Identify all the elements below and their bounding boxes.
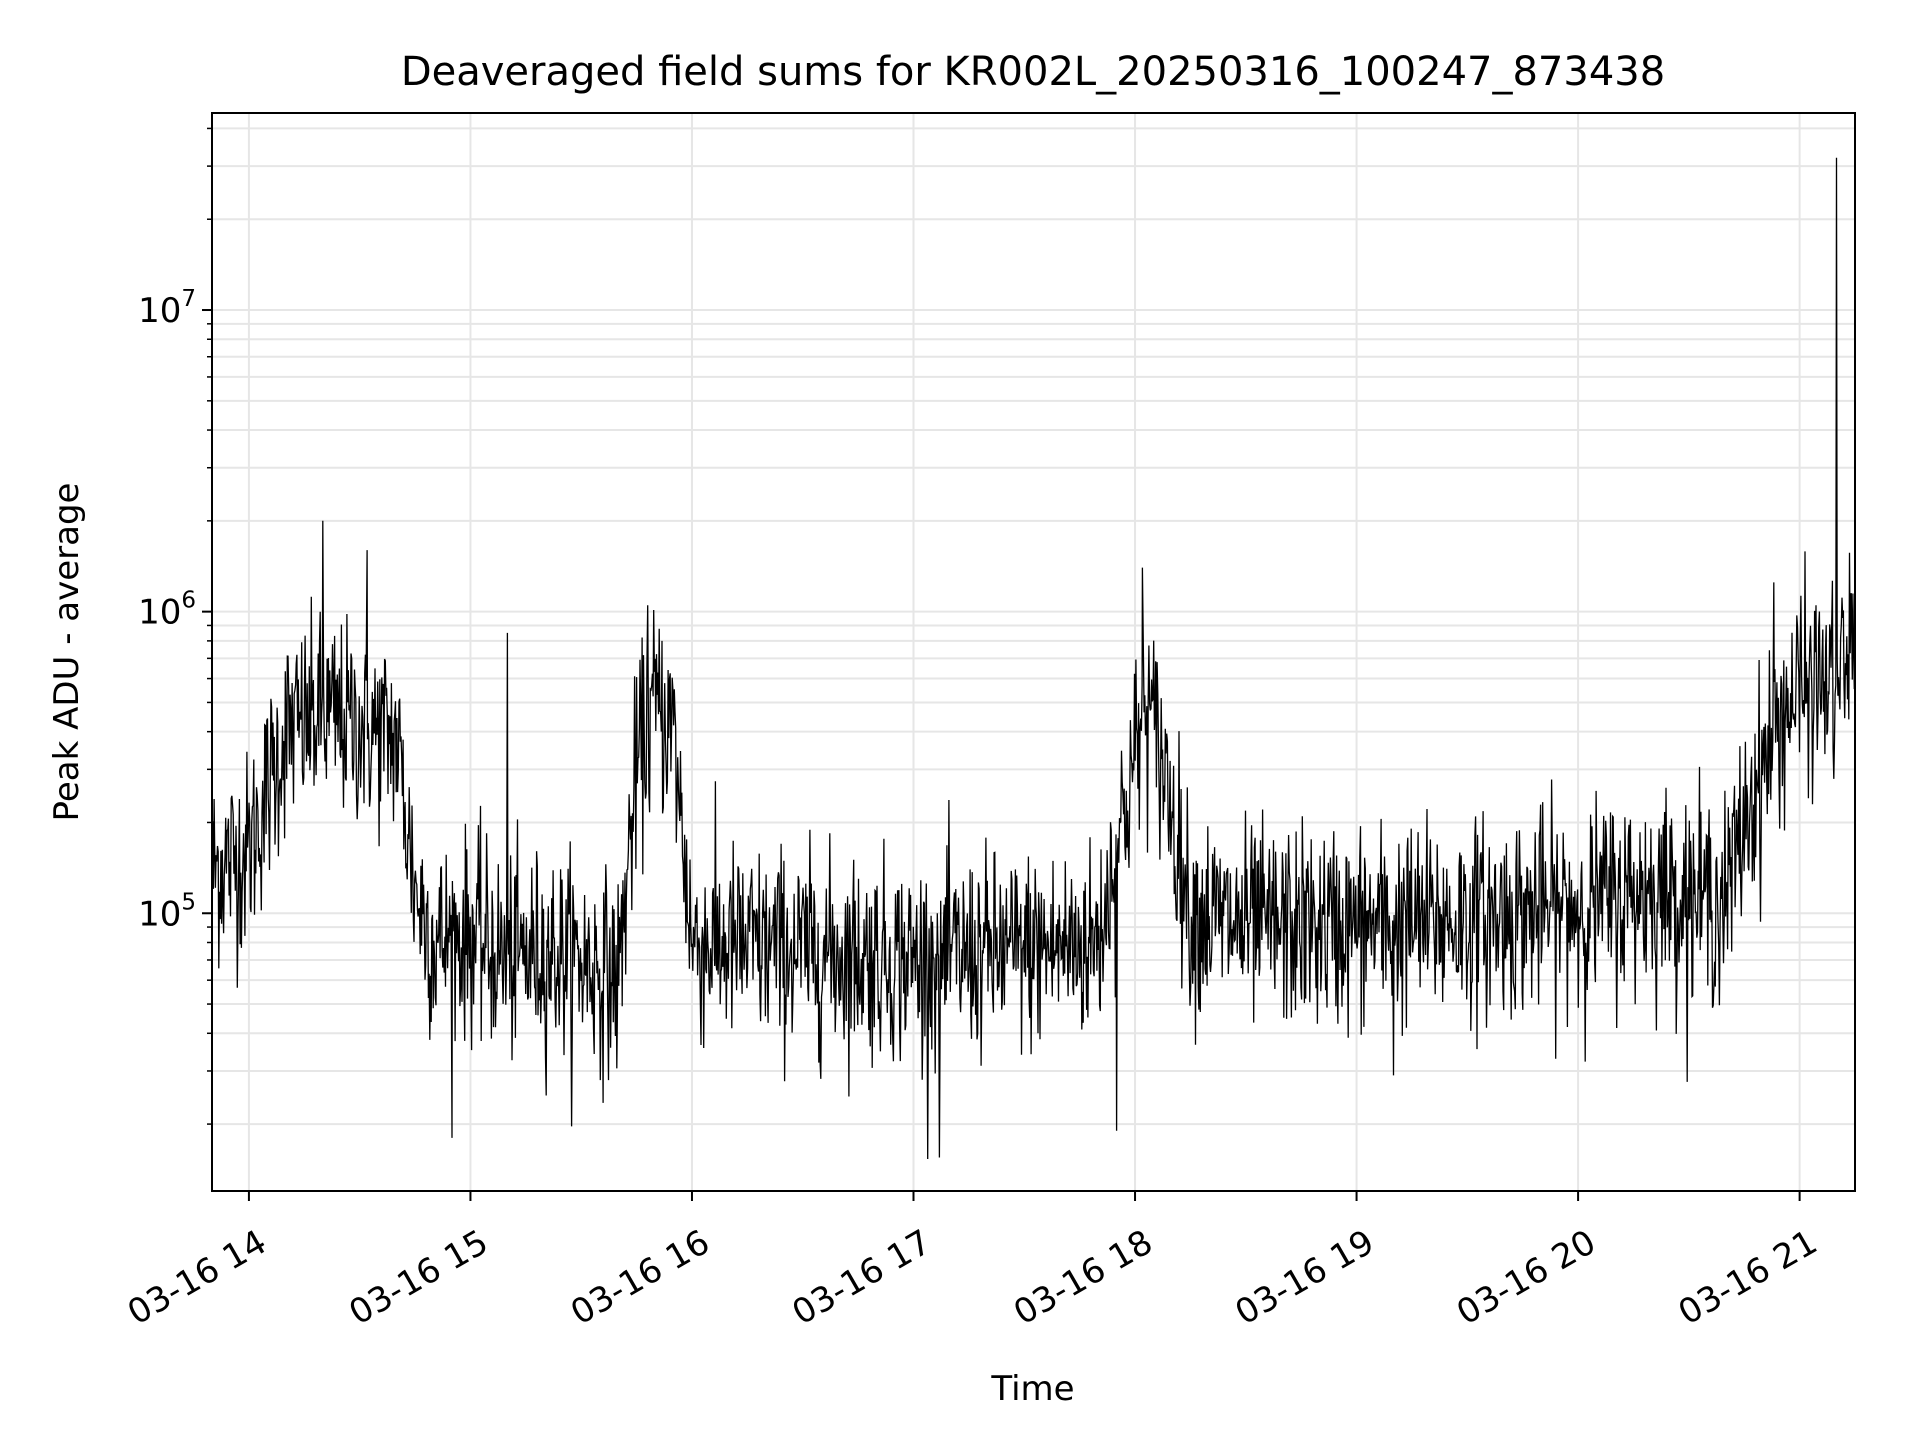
series-layer bbox=[211, 157, 1856, 1160]
x-axis-label: Time bbox=[990, 1369, 1074, 1409]
chart-title: Deaveraged field sums for KR002L_2025031… bbox=[401, 49, 1665, 95]
grid bbox=[212, 113, 1855, 1191]
y-tick-label: 107 bbox=[138, 286, 196, 331]
y-axis: 105 106 107 bbox=[138, 127, 212, 1125]
y-tick-label: 105 bbox=[138, 889, 196, 934]
y-axis-label: Peak ADU - average bbox=[47, 483, 87, 822]
plot-frame bbox=[211, 112, 1856, 1192]
series-line bbox=[211, 157, 1856, 1160]
y-tick-label: 106 bbox=[138, 588, 196, 633]
